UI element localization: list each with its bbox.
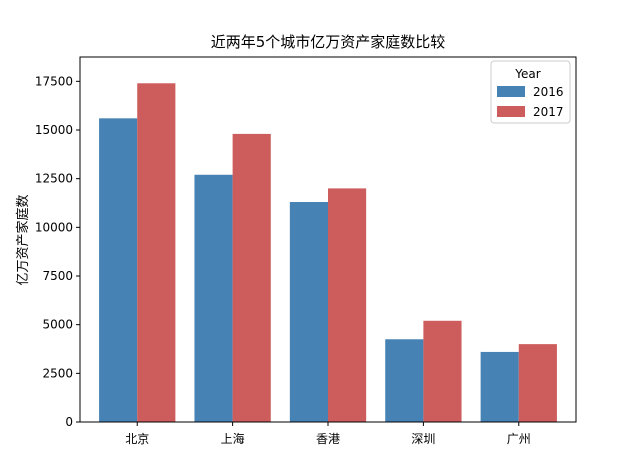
- y-tick-label: 7500: [42, 269, 73, 283]
- x-tick-label: 香港: [316, 432, 340, 446]
- y-tick-label: 15000: [35, 123, 73, 137]
- y-tick-label: 0: [65, 415, 73, 429]
- y-tick-label: 12500: [35, 172, 73, 186]
- legend-label-2016: 2016: [533, 85, 564, 99]
- bar-2016-上海: [194, 174, 233, 422]
- chart-title: 近两年5个城市亿万资产家庭数比较: [211, 33, 446, 51]
- x-tick-label: 北京: [125, 432, 149, 446]
- bar-2016-深圳: [385, 339, 424, 422]
- x-tick-label: 广州: [507, 432, 531, 446]
- legend-swatch-2017: [497, 106, 525, 117]
- bar-2016-广州: [480, 351, 519, 422]
- bars-group: [99, 83, 557, 423]
- legend-items: 2016 2017: [497, 85, 564, 119]
- bar-2016-香港: [289, 202, 328, 422]
- bar-2017-上海: [232, 133, 271, 423]
- bar-2017-香港: [328, 188, 367, 422]
- bar-2017-广州: [518, 344, 557, 422]
- legend-title: Year: [514, 67, 540, 81]
- plot-frame: [79, 56, 577, 423]
- legend: Year 2016 2017: [490, 60, 571, 124]
- legend-swatch-2016: [497, 86, 525, 97]
- y-tick-label: 10000: [35, 220, 73, 234]
- x-axis-ticks: 北京 上海 香港 深圳 广州: [125, 422, 531, 446]
- bar-2016-北京: [99, 118, 138, 422]
- bar-2017-深圳: [423, 320, 462, 422]
- x-tick-label: 深圳: [411, 432, 435, 446]
- y-axis-ticks: 0 2500 5000 7500 10000 12500 15000 17500: [35, 74, 80, 429]
- x-tick-label: 上海: [221, 431, 245, 446]
- y-tick-label: 17500: [35, 74, 73, 88]
- legend-label-2017: 2017: [533, 105, 564, 119]
- bar-2017-北京: [137, 83, 176, 422]
- y-axis-label: 亿万资产家庭数: [15, 194, 31, 285]
- y-tick-label: 2500: [42, 366, 73, 380]
- y-tick-label: 5000: [42, 318, 73, 332]
